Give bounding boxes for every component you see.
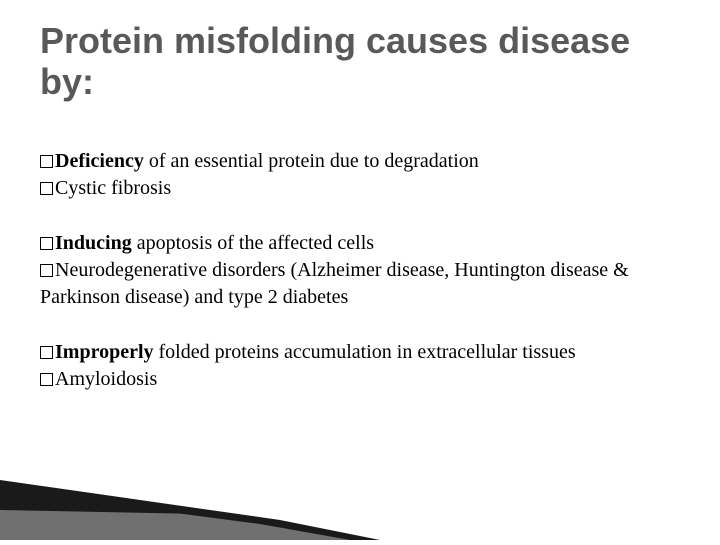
bullet-sub-2: Neurodegenerative disorders (Alzheimer d… [40,257,680,311]
bullet-main-3: Improperly folded proteins accumulation … [40,339,680,366]
bullet-sub-text-2: Neurodegenerative disorders (Alzheimer d… [40,259,629,308]
checkbox-icon [40,373,53,386]
bullet-sub-3: Amyloidosis [40,366,680,393]
bullet-rest-3: folded proteins accumulation in extracel… [154,341,576,363]
bullet-group-1: Deficiency of an essential protein due t… [40,148,680,202]
slide-title: Protein misfolding causes disease by: [40,20,680,103]
bullet-sub-1: Cystic fibrosis [40,175,680,202]
checkbox-icon [40,264,53,277]
slide-content: Deficiency of an essential protein due t… [40,148,680,393]
bullet-main-2: Inducing apoptosis of the affected cells [40,230,680,257]
bullet-rest-1: of an essential protein due to degradati… [144,150,479,172]
slide-container: Protein misfolding causes disease by: De… [0,0,720,540]
bullet-sub-text-1: Cystic fibrosis [55,177,171,199]
bullet-bold-3: Improperly [55,341,154,363]
checkbox-icon [40,182,53,195]
checkbox-icon [40,237,53,250]
bullet-bold-1: Deficiency [55,150,144,172]
bullet-group-3: Improperly folded proteins accumulation … [40,339,680,393]
bullet-bold-2: Inducing [55,232,132,254]
bullet-rest-2: apoptosis of the affected cells [132,232,374,254]
bullet-group-2: Inducing apoptosis of the affected cells… [40,230,680,311]
corner-decoration [0,480,380,540]
checkbox-icon [40,346,53,359]
bullet-main-1: Deficiency of an essential protein due t… [40,148,680,175]
bullet-sub-text-3: Amyloidosis [55,368,157,390]
checkbox-icon [40,155,53,168]
